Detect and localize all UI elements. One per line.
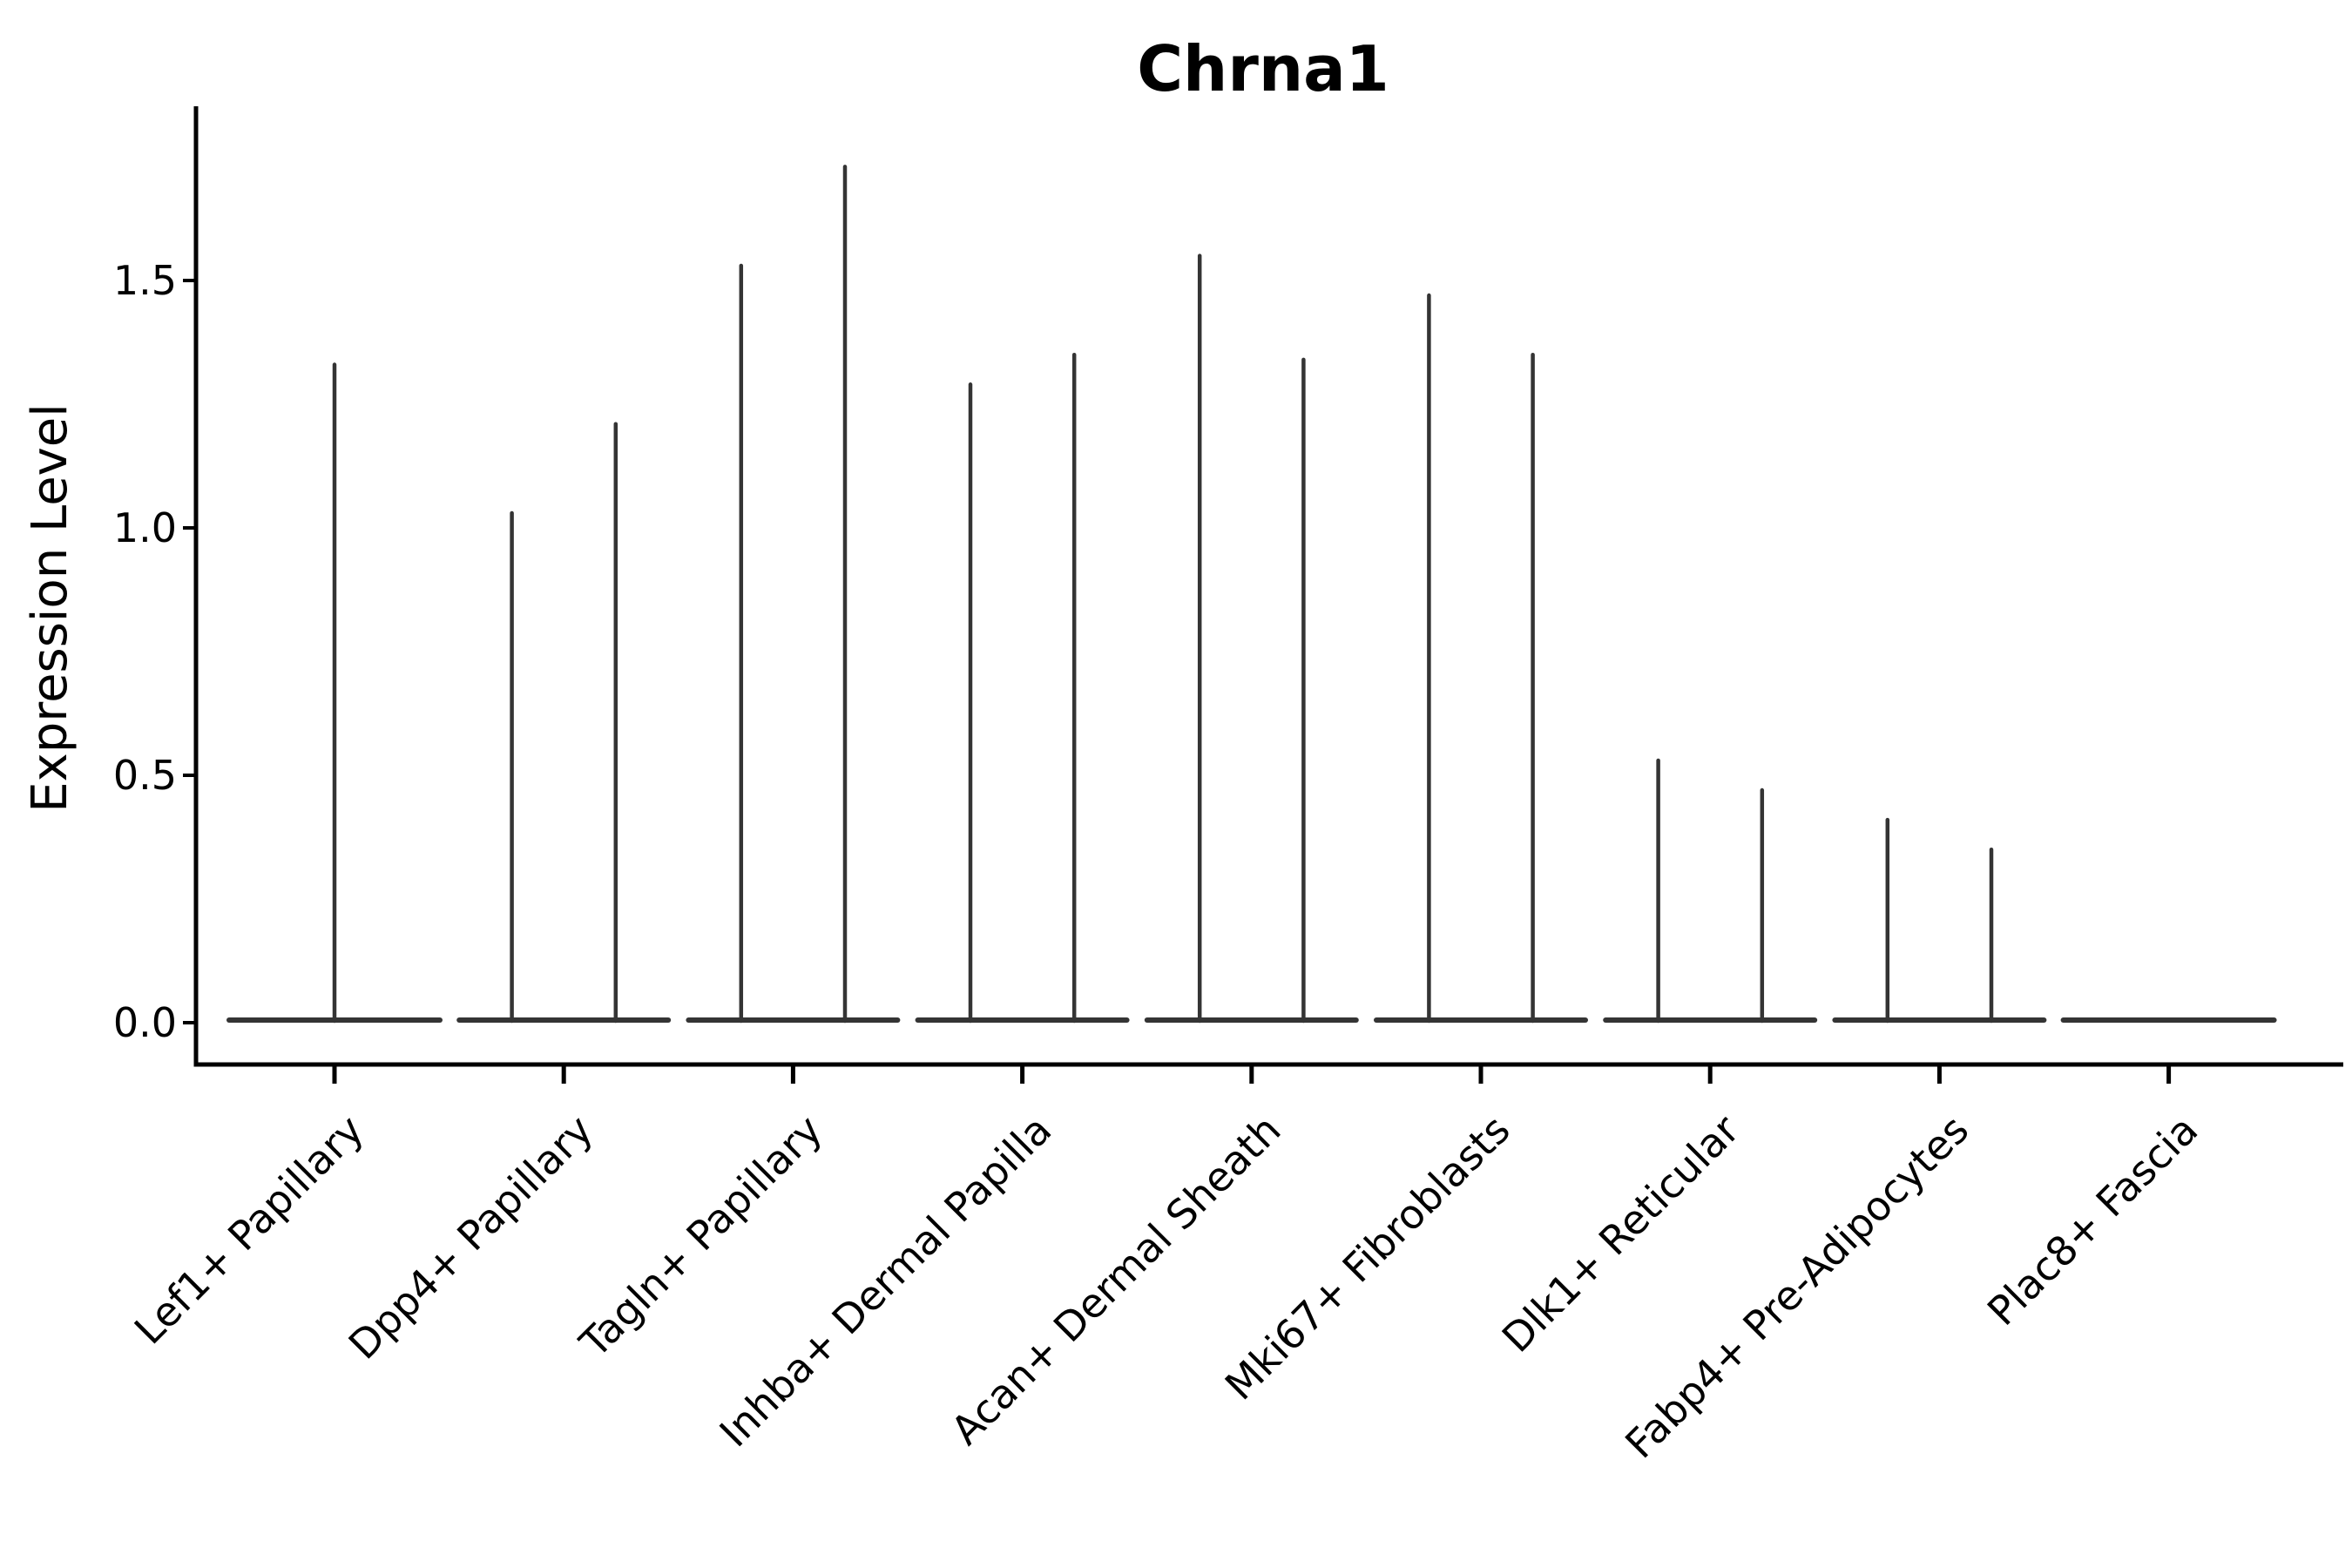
x-ticks-group [332,1064,2172,1084]
x-tick-label: Tagln+ Papillary [571,1106,832,1368]
x-tick-label: Lef1+ Papillary [125,1106,373,1354]
y-ticks-group [183,279,196,1024]
x-tick-label: Plac8+ Fascia [1978,1106,2207,1335]
y-tick-label: 0.0 [113,999,177,1046]
violins-group [226,165,2277,1024]
y-tick-labels-group: 0.0 0.5 1.0 1.5 [113,257,177,1046]
y-tick-label: 1.0 [113,504,177,551]
axes-group [193,106,2343,1067]
x-tick-label: Dlk1+ Reticular [1493,1106,1748,1362]
y-axis-label: Expression Level [22,403,78,813]
x-tick-label: Dpp4+ Papillary [340,1106,602,1369]
y-tick-label: 0.5 [113,752,177,799]
y-tick-label: 1.5 [113,257,177,304]
plot-title: Chrna1 [1137,32,1389,105]
